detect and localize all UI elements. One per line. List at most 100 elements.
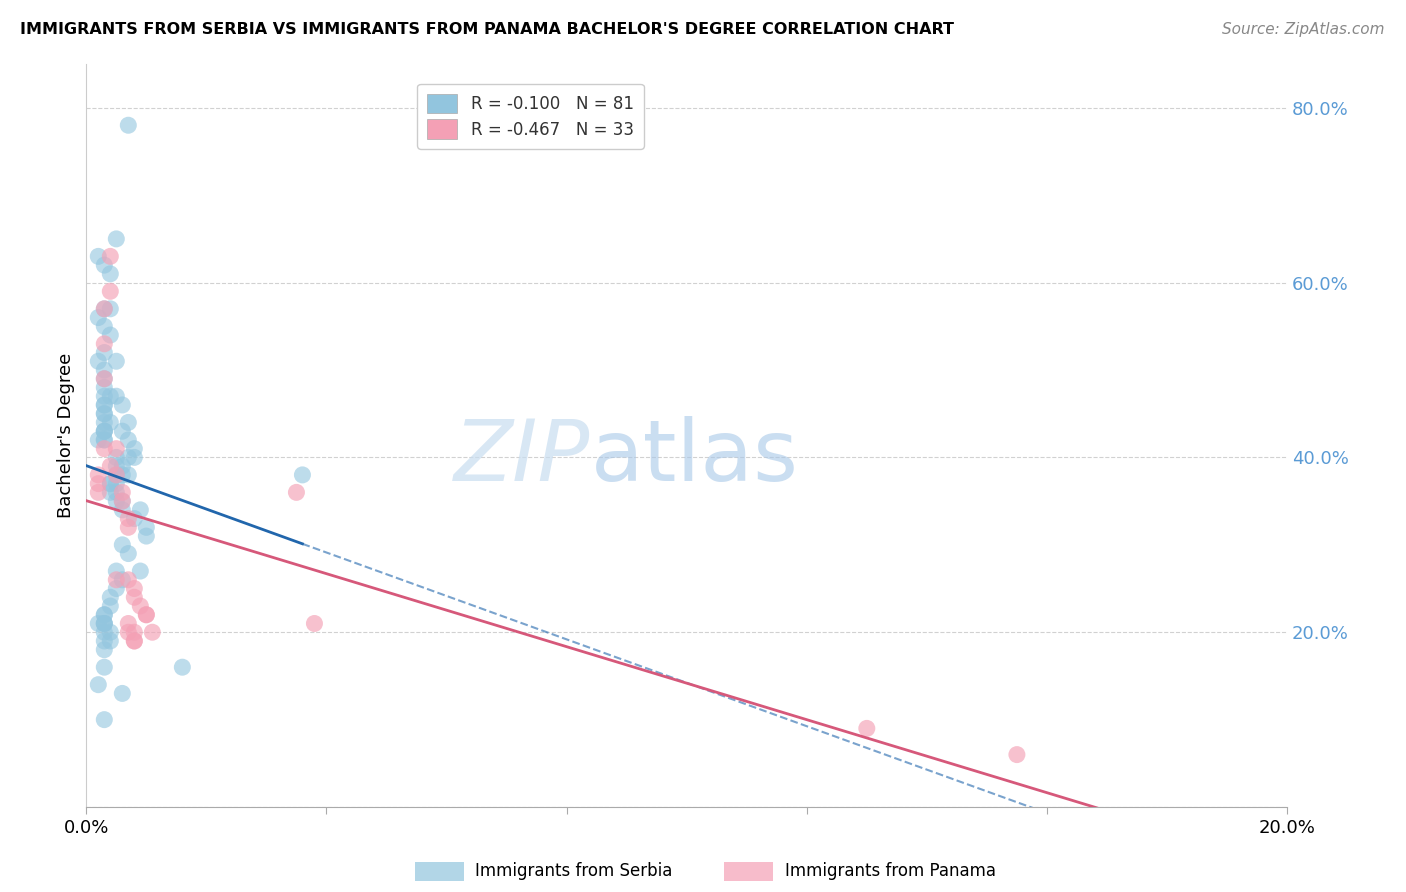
- Point: [87, 249, 110, 263]
- Point: [93, 389, 115, 403]
- Point: [93, 301, 115, 316]
- Point: [111, 494, 134, 508]
- Point: [93, 634, 115, 648]
- Point: [111, 485, 134, 500]
- Point: [135, 607, 157, 622]
- Point: [98, 625, 121, 640]
- Point: [98, 634, 121, 648]
- Point: [93, 416, 115, 430]
- Point: [172, 660, 194, 674]
- Point: [105, 232, 128, 246]
- Text: Immigrants from Panama: Immigrants from Panama: [785, 863, 995, 880]
- Y-axis label: Bachelor's Degree: Bachelor's Degree: [58, 353, 75, 518]
- Point: [98, 476, 121, 491]
- Point: [93, 616, 115, 631]
- Point: [98, 459, 121, 474]
- Point: [141, 625, 163, 640]
- Text: IMMIGRANTS FROM SERBIA VS IMMIGRANTS FROM PANAMA BACHELOR'S DEGREE CORRELATION C: IMMIGRANTS FROM SERBIA VS IMMIGRANTS FRO…: [20, 22, 953, 37]
- Point: [1005, 747, 1028, 762]
- Point: [135, 529, 157, 543]
- Point: [87, 678, 110, 692]
- Point: [117, 433, 139, 447]
- Point: [93, 380, 115, 394]
- Point: [111, 398, 134, 412]
- Text: Source: ZipAtlas.com: Source: ZipAtlas.com: [1222, 22, 1385, 37]
- Point: [111, 686, 134, 700]
- Point: [124, 625, 146, 640]
- Point: [93, 424, 115, 438]
- Point: [135, 607, 157, 622]
- Point: [93, 424, 115, 438]
- Point: [87, 476, 110, 491]
- Point: [111, 424, 134, 438]
- Point: [93, 616, 115, 631]
- Point: [93, 407, 115, 421]
- Point: [135, 520, 157, 534]
- Point: [98, 416, 121, 430]
- Point: [129, 564, 152, 578]
- Point: [93, 442, 115, 456]
- Point: [105, 354, 128, 368]
- Point: [93, 398, 115, 412]
- Point: [105, 450, 128, 465]
- Point: [98, 267, 121, 281]
- Point: [117, 450, 139, 465]
- Point: [93, 642, 115, 657]
- Point: [856, 722, 879, 736]
- Point: [93, 319, 115, 334]
- Text: Immigrants from Serbia: Immigrants from Serbia: [475, 863, 672, 880]
- Point: [98, 328, 121, 343]
- Point: [93, 345, 115, 359]
- Point: [93, 625, 115, 640]
- Point: [93, 363, 115, 377]
- Point: [98, 285, 121, 299]
- Point: [117, 467, 139, 482]
- Point: [117, 118, 139, 132]
- Point: [111, 573, 134, 587]
- Point: [93, 398, 115, 412]
- Point: [93, 301, 115, 316]
- Point: [124, 450, 146, 465]
- Point: [129, 599, 152, 613]
- Point: [98, 249, 121, 263]
- Point: [87, 467, 110, 482]
- Point: [124, 442, 146, 456]
- Legend: R = -0.100   N = 81, R = -0.467   N = 33: R = -0.100 N = 81, R = -0.467 N = 33: [418, 84, 644, 149]
- Text: ZIP: ZIP: [454, 417, 591, 500]
- Point: [117, 573, 139, 587]
- Point: [105, 564, 128, 578]
- Point: [105, 494, 128, 508]
- Point: [93, 607, 115, 622]
- Point: [304, 616, 326, 631]
- Text: atlas: atlas: [591, 417, 799, 500]
- Point: [124, 591, 146, 605]
- Point: [105, 582, 128, 596]
- Point: [98, 389, 121, 403]
- Point: [98, 476, 121, 491]
- Point: [124, 634, 146, 648]
- Point: [93, 433, 115, 447]
- Point: [93, 607, 115, 622]
- Point: [105, 485, 128, 500]
- Point: [105, 459, 128, 474]
- Point: [87, 433, 110, 447]
- Point: [93, 336, 115, 351]
- Point: [117, 520, 139, 534]
- Point: [124, 511, 146, 525]
- Point: [111, 538, 134, 552]
- Point: [87, 485, 110, 500]
- Point: [87, 616, 110, 631]
- Point: [93, 372, 115, 386]
- Point: [98, 485, 121, 500]
- Point: [285, 485, 308, 500]
- Point: [93, 433, 115, 447]
- Point: [111, 503, 134, 517]
- Point: [105, 389, 128, 403]
- Point: [124, 582, 146, 596]
- Point: [93, 616, 115, 631]
- Point: [129, 503, 152, 517]
- Point: [93, 407, 115, 421]
- Point: [93, 258, 115, 272]
- Point: [87, 354, 110, 368]
- Point: [105, 467, 128, 482]
